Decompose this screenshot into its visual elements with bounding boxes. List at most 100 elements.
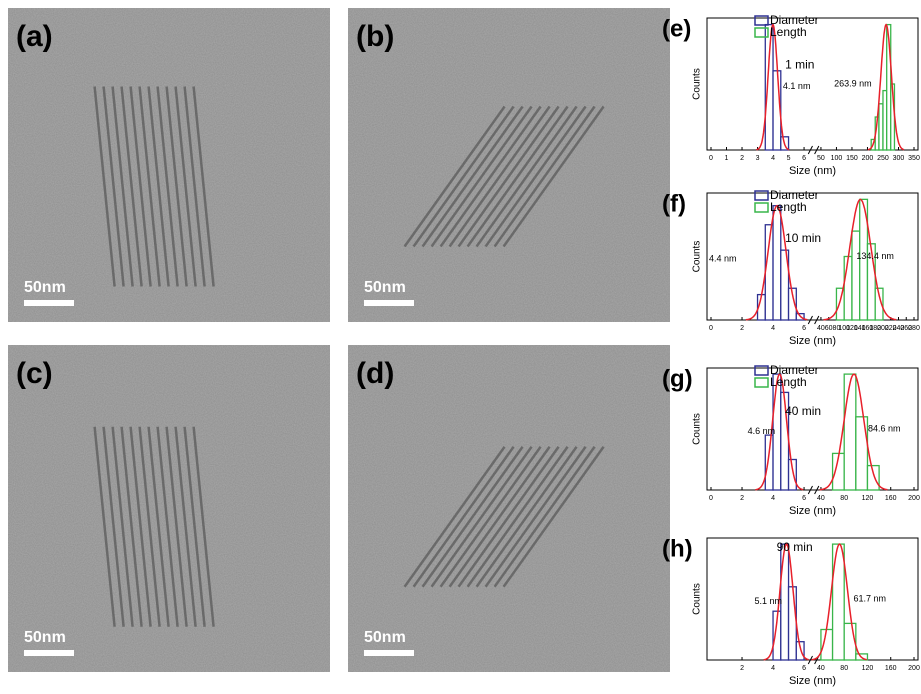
legend-label: Length (770, 200, 807, 214)
x-axis-label: Size (nm) (789, 165, 836, 177)
x-tick-label: 100 (838, 325, 850, 332)
x-tick-label: 300 (893, 155, 905, 162)
fit-label: 5.1 nm (755, 596, 783, 606)
x-tick-label: 120 (862, 665, 874, 672)
axis-break (807, 315, 813, 325)
rod (165, 426, 188, 627)
rod (457, 446, 560, 588)
rod (475, 446, 578, 588)
rod (174, 426, 197, 627)
rod (111, 86, 134, 287)
x-tick-label: 6 (802, 665, 806, 672)
x-tick-label: 4 (771, 665, 775, 672)
x-tick-label: 1 (725, 155, 729, 162)
axis-break (814, 145, 820, 155)
fit-curve (811, 543, 867, 661)
axis-break (814, 485, 820, 495)
x-tick-label: 2 (740, 495, 744, 502)
histogram-bar (787, 586, 797, 661)
scale-bar (364, 650, 414, 656)
time-label: 40 min (785, 404, 821, 418)
rod (448, 105, 551, 248)
rod (183, 426, 206, 627)
x-tick-label: 140 (854, 325, 866, 332)
x-tick-label: 160 (862, 325, 874, 332)
fit-label: 84.6 nm (868, 423, 901, 433)
x-tick-label: 4 (771, 495, 775, 502)
x-tick-label: 50 (817, 155, 825, 162)
rod (412, 105, 515, 248)
legend-label: Length (770, 25, 807, 39)
x-tick-label: 4 (771, 155, 775, 162)
legend-swatch (754, 190, 769, 201)
x-tick-label: 160 (885, 665, 897, 672)
x-tick-label: 6 (802, 325, 806, 332)
legend-swatch (754, 27, 769, 38)
x-tick-label: 80 (833, 325, 841, 332)
scale-label: 50nm (24, 629, 66, 646)
x-tick-label: 250 (877, 155, 889, 162)
rod (430, 446, 533, 588)
histogram-bar (780, 249, 790, 321)
histogram-bar (866, 243, 876, 321)
scale-bar (24, 300, 74, 306)
rod (475, 105, 578, 248)
rod (457, 105, 560, 248)
rod (138, 86, 161, 287)
rod (403, 105, 506, 248)
y-axis-label: Counts (692, 413, 703, 445)
x-tick-label: 120 (846, 325, 858, 332)
histogram-bar (866, 464, 880, 491)
rod (484, 446, 587, 588)
x-tick-label: 240 (893, 325, 905, 332)
x-tick-label: 0 (709, 495, 713, 502)
x-tick-label: 0 (709, 155, 713, 162)
x-tick-label: 40 (817, 665, 825, 672)
legend-label: Diameter (770, 363, 819, 377)
histogram-bar (764, 434, 774, 491)
plot-frame (706, 537, 919, 661)
rod (183, 86, 206, 287)
rod (448, 446, 551, 588)
fit-curve (867, 23, 905, 151)
histogram-bar (855, 416, 869, 491)
rod-bundle (93, 86, 215, 287)
scale-bar (24, 650, 74, 656)
x-tick-label: 280 (908, 325, 920, 332)
histogram-bar (843, 622, 857, 661)
rod (156, 86, 179, 287)
rod (102, 86, 125, 287)
axis-break (807, 485, 813, 495)
rod (93, 86, 116, 287)
rod (147, 86, 170, 287)
histogram-bar (787, 287, 797, 321)
y-axis-label: Counts (692, 583, 703, 615)
rod-bundle (403, 105, 605, 248)
rod (430, 105, 533, 248)
rod-bundle (93, 426, 215, 627)
histogram-bar (843, 373, 857, 491)
scale-label: 50nm (24, 279, 66, 296)
panel-label: (b) (356, 20, 394, 53)
rod (192, 86, 215, 287)
fit-label: 61.7 nm (854, 593, 887, 603)
x-tick-label: 120 (862, 495, 874, 502)
rod (421, 446, 524, 588)
rod (493, 105, 596, 248)
fit-curve (755, 373, 804, 491)
fit-label: 4.6 nm (748, 426, 776, 436)
panel-label: (d) (356, 357, 394, 390)
tem-noise (348, 345, 670, 672)
histogram-bar (851, 230, 861, 321)
tem-noise (8, 345, 330, 672)
panel-label: (h) (662, 535, 693, 562)
rod (111, 426, 134, 627)
histogram-bar (772, 205, 782, 321)
x-tick-label: 0 (709, 325, 713, 332)
tem-noise (8, 8, 330, 322)
x-tick-label: 4 (771, 325, 775, 332)
rod (120, 426, 143, 627)
legend-swatch (754, 365, 769, 376)
rod (403, 446, 506, 588)
